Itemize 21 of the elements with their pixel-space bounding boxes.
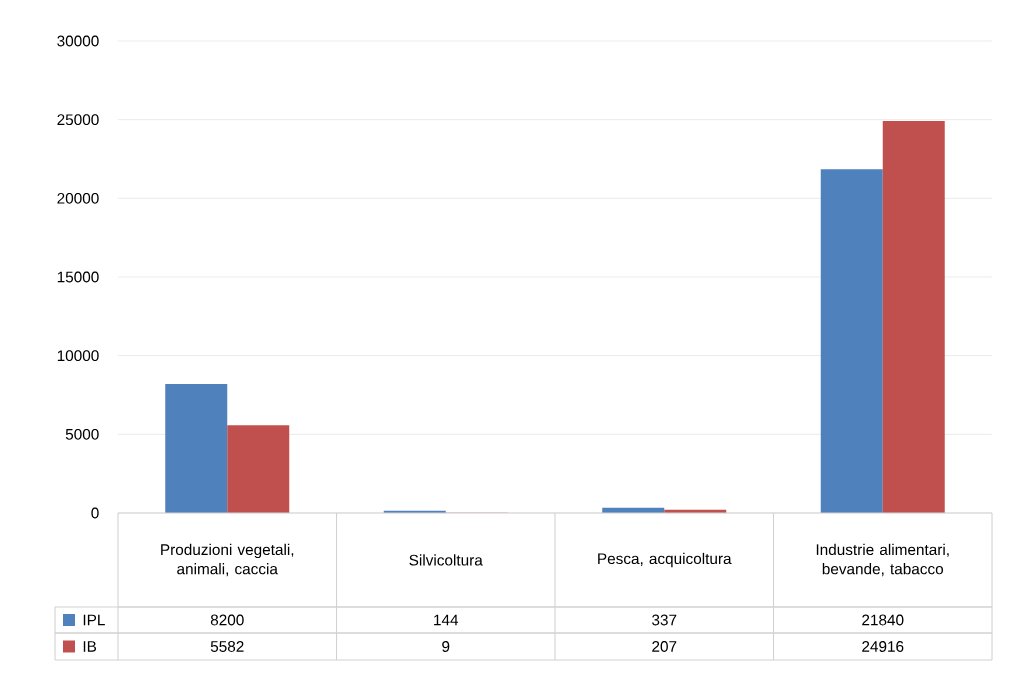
legend-label: IPL: [83, 614, 105, 626]
y-tick-label: 0: [91, 507, 99, 519]
data-label: 21840: [862, 614, 904, 626]
data-label: 9: [442, 641, 450, 652]
x-tick-label: Industrie alimentari, bevande, tabacco: [816, 543, 949, 577]
y-tick-label: 30000: [57, 35, 99, 47]
data-label: 144: [434, 614, 459, 626]
data-label: 337: [652, 614, 677, 626]
data-label: 207: [652, 641, 677, 652]
data-label: 5582: [210, 641, 244, 652]
x-tick-label: Produzioni vegetali, animali, caccia: [161, 543, 294, 577]
y-tick-label: 15000: [57, 271, 99, 283]
data-label: 8200: [210, 614, 244, 626]
y-tick-label: 10000: [57, 350, 99, 362]
x-tick-label: Silvicoltura: [409, 554, 483, 566]
x-tick-label: Pesca, acquicoltura: [598, 552, 732, 568]
y-tick-label: 5000: [65, 428, 99, 440]
y-tick-label: 25000: [57, 114, 99, 126]
legend-label: IB: [83, 641, 97, 652]
y-tick-label: 20000: [57, 192, 99, 204]
data-label: 24916: [862, 641, 904, 652]
